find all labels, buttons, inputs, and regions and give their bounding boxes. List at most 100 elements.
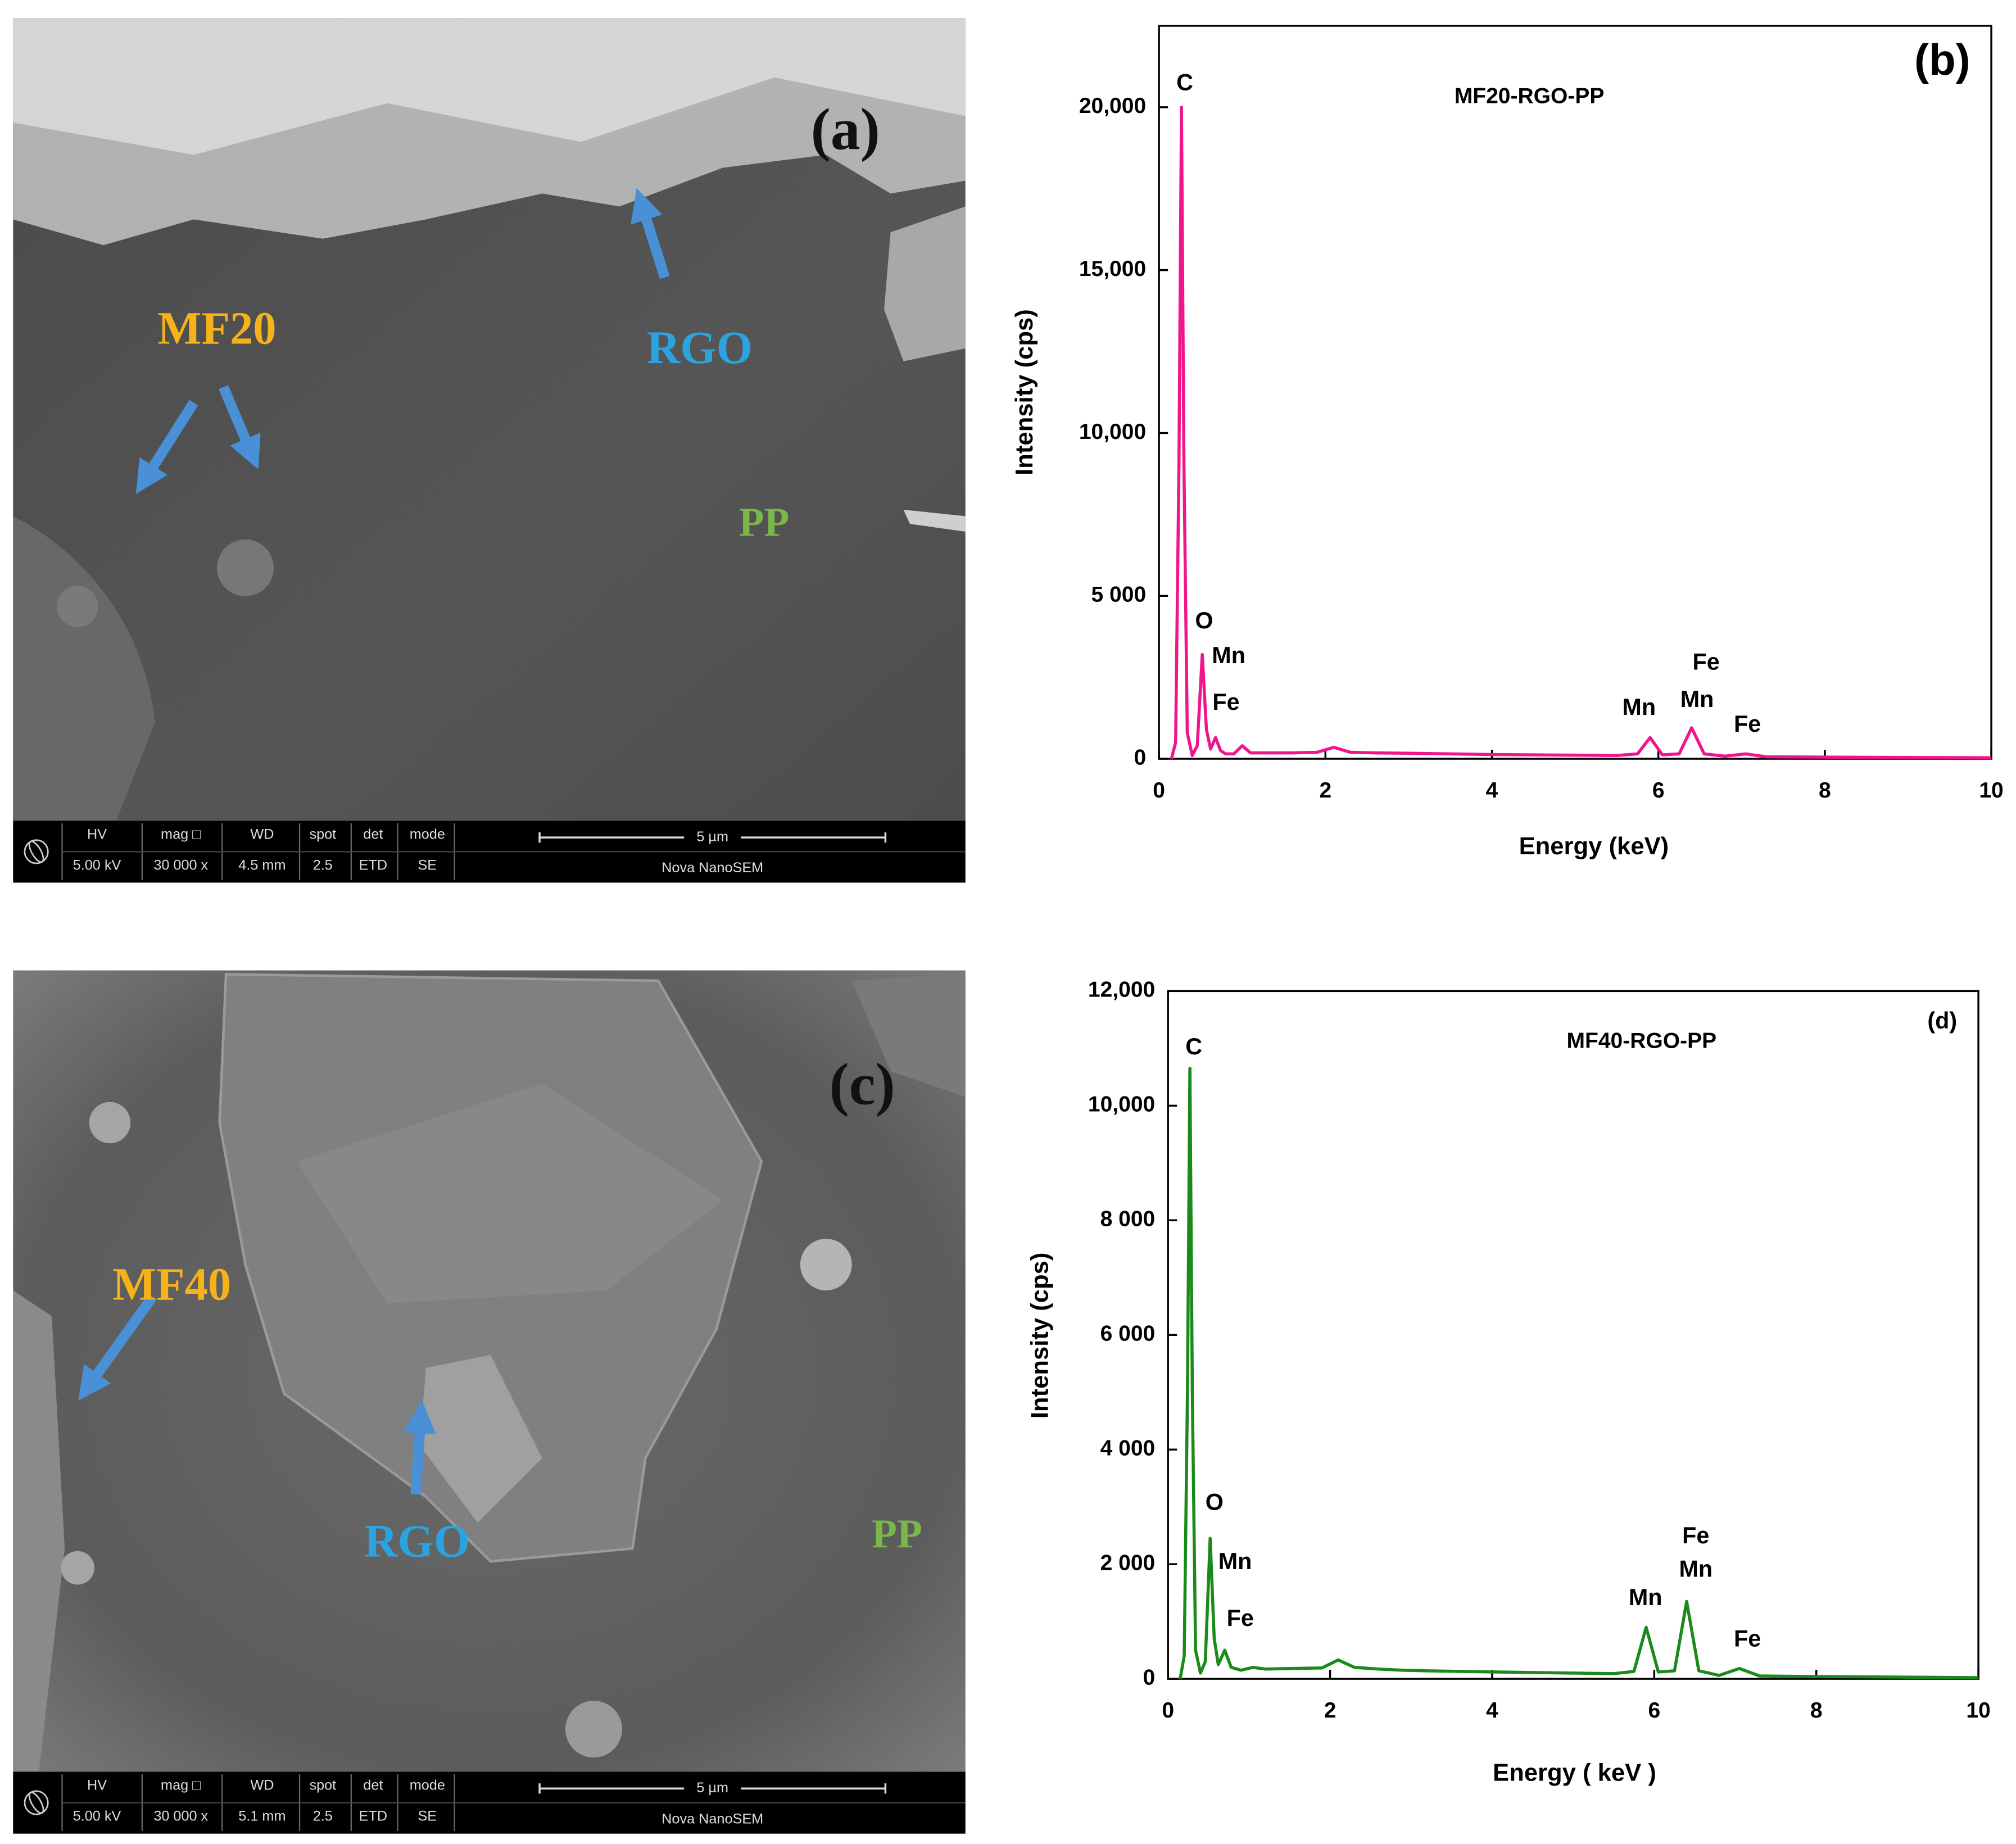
x-tick-label: 8: [1810, 1698, 1823, 1723]
filler-label: MF40: [112, 1258, 231, 1310]
arrow: [631, 188, 670, 279]
x-tick-label: 6: [1648, 1698, 1660, 1723]
spectrum-line: [1170, 106, 1992, 760]
x-tick-label: 6: [1652, 778, 1665, 803]
y-tick-label: 15,000: [1079, 257, 1146, 281]
peak-label: Mn: [1212, 642, 1245, 668]
y-tick-label: 0: [1143, 1665, 1156, 1689]
sem-image: [13, 970, 966, 1772]
rgo-label: RGO: [647, 321, 753, 373]
y-tick-label: 0: [1134, 745, 1146, 769]
scale-bg: [684, 1778, 741, 1799]
x-axis-label: Energy ( keV ): [1493, 1759, 1656, 1786]
info-value: 30 000 x: [153, 1809, 208, 1824]
info-header: HV: [87, 1778, 107, 1793]
peak-label: Mn: [1622, 694, 1656, 720]
peak-label: Fe: [1693, 649, 1720, 675]
info-header: det: [363, 1778, 383, 1793]
info-header: mode: [410, 1778, 445, 1793]
info-header: spot: [309, 1778, 336, 1793]
y-tick-label: 6 000: [1100, 1322, 1156, 1346]
peak-label: Mn: [1629, 1584, 1662, 1610]
sem-image: [13, 18, 966, 821]
y-tick-label: 10,000: [1079, 420, 1146, 444]
peak-label: Fe: [1227, 1605, 1254, 1631]
instrument: Nova NanoSEM: [662, 1811, 763, 1827]
arrow: [78, 1294, 157, 1401]
particles: [565, 1701, 622, 1758]
logo: [28, 1791, 44, 1814]
info-value: SE: [418, 858, 437, 873]
x-tick-label: 2: [1319, 778, 1331, 803]
particles: [851, 974, 966, 1097]
x-tick-label: 4: [1486, 1698, 1498, 1723]
particles: [89, 1102, 131, 1144]
y-tick-label: 5 000: [1091, 583, 1147, 607]
info-header: mag □: [161, 826, 201, 842]
info-header: mode: [410, 826, 445, 842]
chart-title: MF40-RGO-PP: [1567, 1029, 1717, 1053]
y-tick-label: 12,000: [1088, 978, 1155, 1002]
particles: [217, 539, 274, 596]
info-value: ETD: [359, 1809, 387, 1824]
particles: [57, 586, 98, 627]
instrument: Nova NanoSEM: [662, 860, 763, 876]
x-tick-label: 10: [1966, 1698, 1990, 1723]
peak-label: Mn: [1679, 1556, 1713, 1582]
rgo-flake: [903, 509, 966, 532]
y-tick-label: 8 000: [1100, 1207, 1156, 1231]
info-value: SE: [418, 1809, 437, 1824]
peak-label: Mn: [1218, 1548, 1252, 1574]
info-value: 2.5: [313, 1809, 333, 1824]
particles: [13, 1290, 65, 1772]
particles: [61, 1551, 94, 1585]
y-tick-label: 2 000: [1100, 1551, 1156, 1575]
rgo-sheet: [13, 18, 966, 155]
panel-label: (b): [1914, 35, 1970, 84]
y-axis-label: Intensity (cps): [1011, 309, 1038, 475]
info-value: 5.1 mm: [238, 1809, 286, 1824]
scale-label: 5 µm: [696, 1780, 728, 1796]
info-value: 30 000 x: [153, 858, 208, 873]
info-header: mag □: [161, 1778, 201, 1793]
peak-label: Fe: [1734, 711, 1761, 737]
logo: [28, 840, 44, 863]
peak-label: Fe: [1734, 1626, 1761, 1652]
matrix-label: PP: [739, 500, 790, 545]
arrow: [135, 400, 198, 494]
x-tick-label: 2: [1324, 1698, 1337, 1723]
y-axis-label: Intensity (cps): [1027, 1253, 1054, 1419]
x-tick-label: 0: [1153, 778, 1165, 803]
info-header: WD: [250, 1778, 274, 1793]
panel-label: (a): [811, 96, 880, 162]
peak-label: C: [1185, 1034, 1202, 1059]
filler-label: MF20: [157, 302, 276, 354]
peak-label: Fe: [1682, 1523, 1709, 1548]
x-tick-label: 4: [1486, 778, 1498, 803]
info-value: 4.5 mm: [238, 858, 286, 873]
info-value: ETD: [359, 858, 387, 873]
info-value: 5.00 kV: [73, 858, 121, 873]
spectrum-line: [1179, 1067, 1979, 1679]
info-value: 5.00 kV: [73, 1809, 121, 1824]
y-tick-label: 10,000: [1088, 1093, 1155, 1117]
rgo-fold: [297, 1084, 723, 1303]
arrow: [219, 385, 261, 470]
rgo-fold: [419, 1354, 542, 1523]
x-axis-label: Energy (keV): [1519, 833, 1669, 860]
info-header: HV: [87, 826, 107, 842]
plot-frame: [1158, 25, 1992, 760]
y-tick-label: 4 000: [1100, 1436, 1156, 1460]
scale-label: 5 µm: [696, 829, 728, 845]
panel-label: (d): [1927, 1008, 1957, 1034]
matrix-label: PP: [872, 1511, 922, 1557]
info-header: det: [363, 826, 383, 842]
peak-label: O: [1195, 608, 1213, 633]
peak-label: C: [1176, 70, 1193, 96]
info-header: WD: [250, 826, 274, 842]
info-header: spot: [309, 826, 336, 842]
plot-frame: [1167, 990, 1979, 1680]
peak-label: Fe: [1212, 689, 1239, 715]
